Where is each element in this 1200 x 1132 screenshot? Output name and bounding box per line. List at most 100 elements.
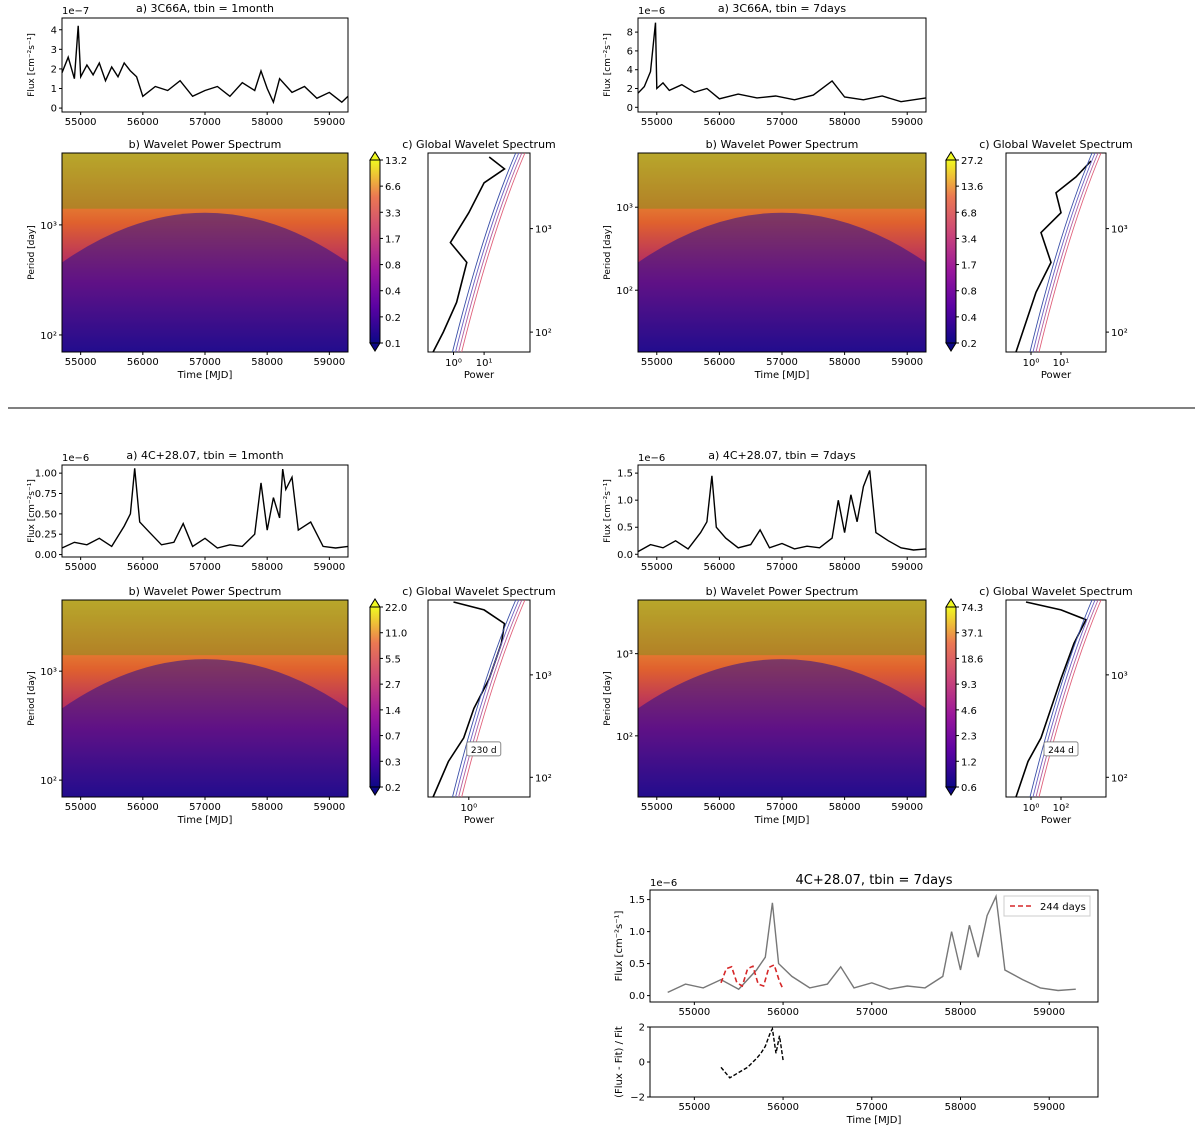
x-axis-label: Time [MJD]	[846, 1115, 902, 1126]
x-tick-label: 56000	[127, 802, 159, 813]
x-tick-label: 59000	[891, 117, 923, 128]
x-tick-label: 56000	[703, 802, 735, 813]
x-tick-label: 56000	[703, 357, 735, 368]
axes-frame	[649, 1026, 1099, 1098]
y-tick-label: 0	[51, 104, 57, 115]
y-tick-label: 1.0	[629, 927, 645, 938]
chart-title: a) 3C66A, tbin = 1month	[136, 2, 274, 15]
y-tick-label: 0.5	[629, 959, 645, 970]
x-tick-label: 59000	[1033, 1007, 1065, 1018]
significance-contour	[458, 599, 523, 798]
y-tick-label: 0.25	[35, 530, 57, 541]
colorbar-tick-label: 0.6	[961, 783, 977, 794]
cone-of-influence	[638, 659, 926, 797]
x-tick-label: 10⁰	[460, 803, 477, 814]
x-tick-label: 10²	[1053, 803, 1070, 814]
global-spectrum-line	[432, 156, 506, 353]
data-line	[61, 468, 349, 549]
x-tick-label: 56000	[703, 562, 735, 573]
colorbar-min-arrow	[369, 342, 381, 352]
significance-contour	[1032, 599, 1096, 798]
chart-title: b) Wavelet Power Spectrum	[129, 585, 282, 598]
significance-contour	[461, 152, 526, 353]
x-tick-label: 58000	[251, 117, 283, 128]
axis-exponent: 1e−6	[650, 878, 677, 889]
colorbar-tick-label: 27.2	[961, 156, 983, 167]
significance-contour	[458, 152, 523, 353]
low-frequency-band	[62, 600, 348, 656]
axes-frame	[61, 17, 349, 113]
x-tick-label: 57000	[766, 357, 798, 368]
y-tick-label: 10³	[40, 667, 57, 678]
low-frequency-band	[638, 153, 926, 209]
x-tick-label: 57000	[189, 562, 221, 573]
colorbar-tick-label: 13.2	[385, 156, 407, 167]
x-tick-label: 10¹	[476, 358, 493, 369]
y-axis-label: Period [day]	[603, 671, 613, 726]
x-tick-label: 59000	[891, 357, 923, 368]
significance-contour	[455, 599, 520, 798]
axes-frame	[61, 464, 349, 558]
x-tick-label: 58000	[829, 802, 861, 813]
legend-label: 244 days	[1040, 902, 1086, 913]
x-tick-label: 57000	[189, 117, 221, 128]
axis-exponent: 1e−6	[62, 453, 89, 464]
data-line	[720, 1026, 784, 1079]
x-axis-label: Power	[464, 815, 495, 826]
y-tick-label: 10²	[616, 286, 633, 297]
y-axis-label: Period [day]	[27, 225, 37, 280]
significance-contour	[1029, 599, 1093, 798]
colorbar-tick-label: 2.7	[385, 680, 401, 691]
colorbar-tick-label: 0.3	[385, 757, 401, 768]
global-spectrum-line	[1015, 160, 1092, 353]
y-tick-label: 10³	[40, 221, 57, 232]
annotation-box	[466, 741, 502, 757]
chart-title: 4C+28.07, tbin = 7days	[795, 873, 952, 888]
x-axis-label: Time [MJD]	[754, 370, 810, 381]
y-tick-label: 0	[639, 1058, 645, 1069]
significance-contour	[1032, 152, 1096, 353]
significance-contour	[455, 152, 520, 353]
y-axis-label: Flux [cm⁻²s⁻¹]	[27, 33, 37, 97]
significance-contour	[461, 599, 526, 798]
colorbar-tick-label: 3.3	[385, 208, 401, 219]
y-tick-label: 0.0	[617, 550, 633, 561]
x-tick-label: 56000	[767, 1102, 799, 1113]
colorbar-tick-label: 1.7	[385, 234, 401, 245]
chart-title: b) Wavelet Power Spectrum	[706, 138, 859, 151]
colorbar	[369, 606, 381, 788]
y-tick-label: 10²	[616, 732, 633, 743]
y-tick-label: 10³	[535, 671, 552, 682]
chart-title: c) Global Wavelet Spectrum	[979, 138, 1133, 151]
axis-exponent: 1e−6	[638, 453, 665, 464]
y-tick-label: 2	[51, 64, 57, 75]
colorbar-tick-label: 18.6	[961, 654, 983, 665]
y-tick-label: 2	[627, 84, 633, 95]
x-tick-label: 55000	[641, 802, 673, 813]
significance-contour	[1035, 599, 1099, 798]
y-tick-label: 0.0	[629, 991, 645, 1002]
y-tick-label: 10²	[40, 331, 57, 342]
y-tick-label: 1.0	[617, 496, 633, 507]
axes-frame	[427, 599, 531, 798]
low-frequency-band	[638, 600, 926, 656]
axes-frame	[427, 152, 531, 353]
x-tick-label: 55000	[641, 357, 673, 368]
colorbar-max-arrow	[945, 151, 957, 161]
chart-title: c) Global Wavelet Spectrum	[979, 585, 1133, 598]
x-tick-label: 58000	[829, 562, 861, 573]
data-line	[61, 25, 349, 105]
colorbar-min-arrow	[945, 342, 957, 352]
colorbar-tick-label: 4.6	[961, 706, 977, 717]
x-tick-label: 59000	[891, 802, 923, 813]
significance-contour	[1038, 599, 1102, 798]
x-tick-label: 55000	[678, 1007, 710, 1018]
colorbar-tick-label: 0.2	[385, 783, 401, 794]
colorbar-tick-label: 5.5	[385, 654, 401, 665]
y-tick-label: 10³	[1111, 671, 1128, 682]
colorbar-max-arrow	[369, 151, 381, 161]
chart-title: a) 4C+28.07, tbin = 7days	[708, 449, 856, 462]
data-line	[637, 470, 927, 553]
colorbar-tick-label: 74.3	[961, 603, 983, 614]
